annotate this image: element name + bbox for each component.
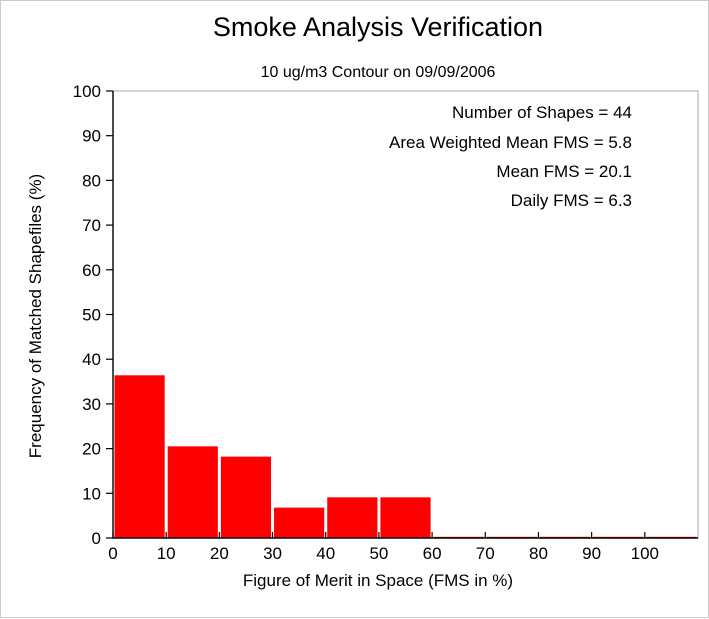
histogram-bar [380,497,431,538]
y-tick-label: 80 [82,171,101,190]
annotation-daily-fms: Daily FMS = 6.3 [511,191,632,210]
chart-title: Smoke Analysis Verification [213,12,543,42]
histogram-bar [220,456,272,538]
x-tick-label: 90 [582,544,601,563]
y-tick-label: 50 [82,306,101,325]
histogram-bar [167,446,218,538]
y-axis-label: Frequency of Matched Shapefiles (%) [26,174,45,458]
x-tick-label: 20 [210,544,229,563]
y-tick-label: 10 [82,484,101,503]
x-axis-label: Figure of Merit in Space (FMS in %) [243,571,513,590]
chart-subtitle: 10 ug/m3 Contour on 09/09/2006 [261,64,496,81]
annotation-mean-fms: Mean FMS = 20.1 [496,162,632,181]
y-tick-label: 100 [73,82,101,101]
y-tick-label: 60 [82,261,101,280]
x-tick-label: 30 [263,544,282,563]
x-tick-label: 0 [108,544,117,563]
x-tick-label: 50 [369,544,388,563]
annotation-area-weighted-mean-fms: Area Weighted Mean FMS = 5.8 [389,133,632,152]
axes-group [106,90,698,539]
annotation-number-of-shapes: Number of Shapes = 44 [452,103,632,122]
y-tick-label: 90 [82,127,101,146]
x-tick-label: 70 [476,544,495,563]
x-tick-label: 100 [631,544,659,563]
x-tick-label: 80 [529,544,548,563]
histogram-bar [274,507,325,538]
y-tick-label: 20 [82,440,101,459]
y-tick-label: 30 [82,395,101,414]
histogram-bar [114,375,165,538]
x-tick-label: 40 [316,544,335,563]
tick-labels-group: 0 10 20 30 40 50 60 70 80 90 100 0 10 20 30 40 50 60 70 80 9… [73,82,659,563]
stats-annotations: Number of Shapes = 44 Area Weighted Mean… [389,103,632,210]
x-tick-label: 10 [157,544,176,563]
y-tick-label: 70 [82,216,101,235]
y-tick-label: 0 [92,529,101,548]
y-tick-label: 40 [82,350,101,369]
x-tick-label: 60 [423,544,442,563]
histogram-bar [327,497,378,538]
